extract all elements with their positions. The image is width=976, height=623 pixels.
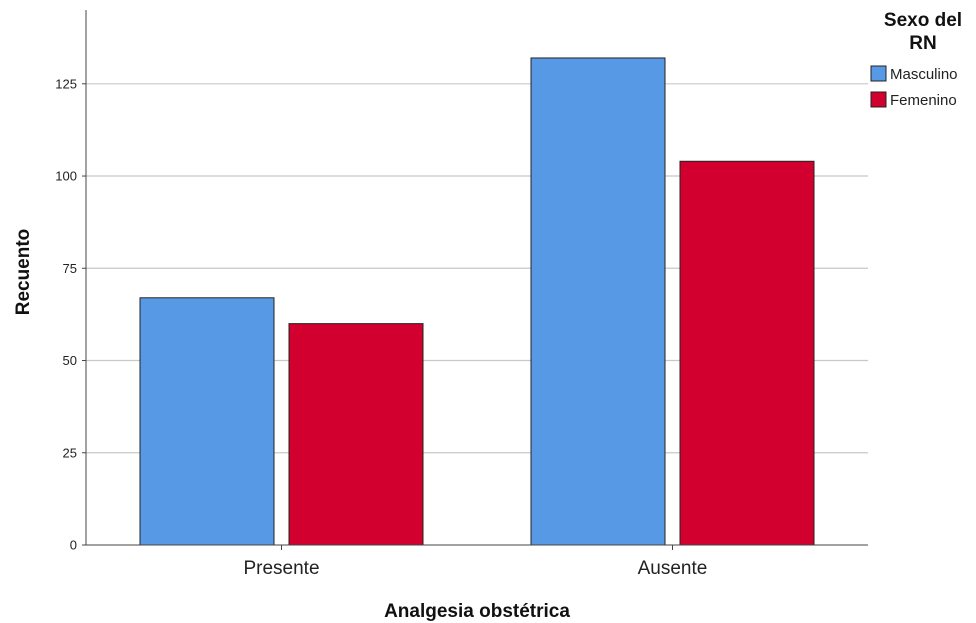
x-tick-label: Ausente bbox=[638, 558, 708, 579]
legend: Sexo del RN Masculino Femenino bbox=[870, 10, 962, 109]
y-axis-title: Recuento bbox=[13, 229, 34, 316]
legend-label-femenino: Femenino bbox=[890, 92, 957, 109]
bar-femenino-ausente bbox=[679, 160, 815, 546]
x-tick-labels: Presente Ausente bbox=[243, 545, 707, 579]
legend-items: Masculino Femenino bbox=[870, 65, 958, 109]
x-tick-label: Presente bbox=[243, 558, 319, 579]
axes bbox=[85, 10, 868, 546]
bar-masculino-presente bbox=[139, 297, 275, 546]
y-tick-label: 100 bbox=[55, 169, 77, 184]
legend-title-line-2: RN bbox=[909, 33, 936, 54]
legend-swatch-femenino bbox=[870, 91, 887, 108]
legend-title-line-1: Sexo del bbox=[884, 10, 962, 31]
bar-masculino-ausente bbox=[530, 57, 666, 546]
legend-swatch-masculino bbox=[870, 65, 887, 82]
bar-femenino-presente bbox=[288, 323, 424, 546]
y-tick-label: 25 bbox=[63, 445, 77, 460]
x-axis-title: Analgesia obstétrica bbox=[384, 601, 570, 622]
y-tick-labels: 0 25 50 75 100 125 bbox=[55, 76, 86, 553]
legend-label-masculino: Masculino bbox=[890, 66, 958, 83]
y-tick-label: 50 bbox=[63, 353, 77, 368]
y-tick-label: 0 bbox=[70, 538, 77, 553]
y-tick-label: 125 bbox=[55, 76, 77, 91]
y-tick-label: 75 bbox=[63, 261, 77, 276]
bars bbox=[139, 57, 815, 546]
